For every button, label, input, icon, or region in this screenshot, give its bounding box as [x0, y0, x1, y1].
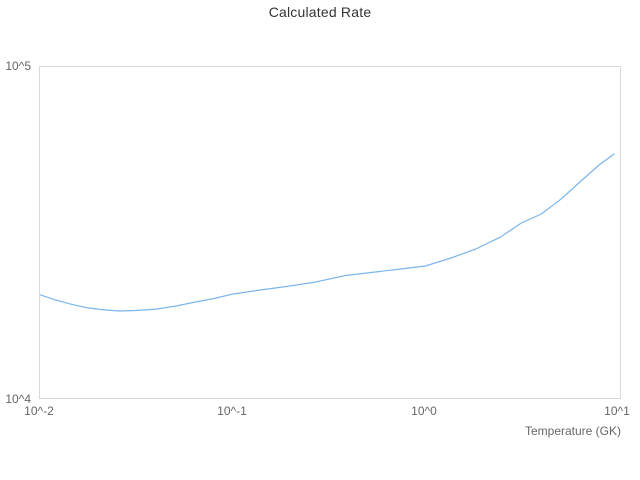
x-axis-tick-label-1e-1: 10^-1	[217, 404, 247, 418]
chart-title: Calculated Rate	[268, 4, 372, 20]
x-axis-title: Temperature (GK)	[524, 424, 621, 438]
plot-area	[39, 66, 621, 399]
x-axis-tick-label-1e0: 10^0	[411, 404, 437, 418]
x-axis-tick-label-1e-2: 10^-2	[24, 404, 54, 418]
rate-curve	[40, 153, 615, 312]
rate-curve-canvas	[40, 153, 615, 312]
y-axis-tick-label-1e4: 10^4	[5, 392, 31, 406]
x-axis-tick-label-1e1: 10^1	[604, 404, 630, 418]
y-axis-tick-label-1e5: 10^5	[5, 59, 31, 73]
